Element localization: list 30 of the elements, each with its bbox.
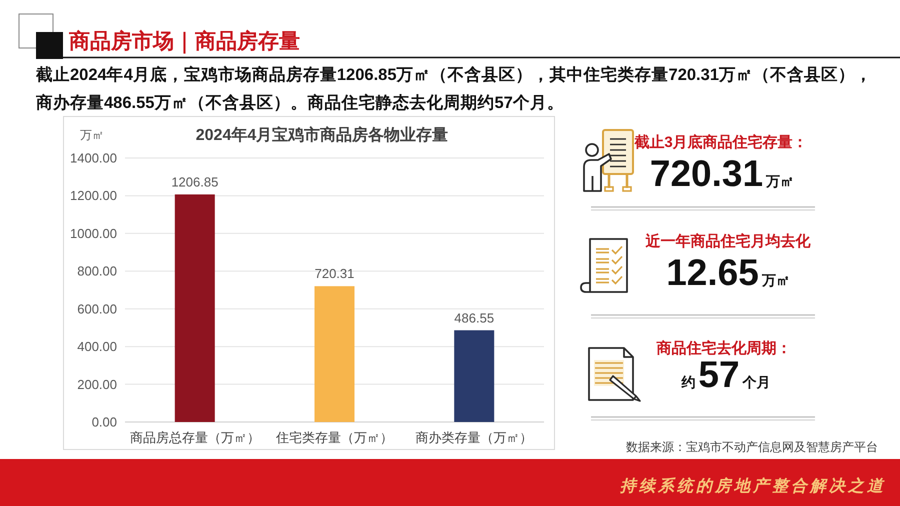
text: 57 — [698, 354, 740, 395]
text: 个月 — [742, 374, 771, 390]
source: 数据来源：宝鸡市不动产信息网及智慧房产平台 — [626, 440, 878, 454]
y-tick-label: 0.00 — [92, 414, 117, 430]
y-tick-label: 600.00 — [77, 301, 117, 316]
y-tick-label: 1200.00 — [70, 188, 117, 204]
data-label: 486.55 — [454, 310, 494, 326]
text: 万㎡ — [760, 272, 790, 288]
y-tick-label: 1400.00 — [70, 150, 117, 166]
chart-title: 2024年4月宝鸡市商品房各物业存量 — [196, 127, 448, 144]
text: 约 — [680, 374, 696, 390]
y-tick-label: 200.00 — [77, 376, 117, 392]
x-tick-label: 商办类存量（万㎡） — [416, 430, 533, 445]
text: 截止3月底商品住宅存量： — [633, 133, 808, 151]
data-label: 720.31 — [314, 266, 354, 282]
text: 商品住宅去化周期： — [656, 339, 792, 357]
data-label: 1206.85 — [171, 174, 218, 190]
y-tick-label: 400.00 — [77, 339, 117, 354]
text: 720.31 — [650, 153, 764, 194]
x-tick-label: 商品房总存量（万㎡） — [130, 430, 260, 445]
y-label: 万㎡ — [80, 128, 104, 142]
text: 12.65 — [666, 252, 759, 293]
page-title: 商品房市场｜商品房存量 — [69, 30, 300, 53]
y-tick-label: 800.00 — [77, 264, 117, 279]
x-tick-label: 住宅类存量（万㎡） — [275, 430, 393, 445]
slogan: 持续系统的房地产整合解决之道 — [620, 478, 886, 495]
page-subtitle: 截止2024年4月底，宝鸡市场商品房存量1206.85万㎡（不含县区），其中住宅类存量720.31万㎡（不含县区），商办存量486.55万㎡（不含县区）。商品住宅静态去化周期约57个月。 — [36, 64, 873, 114]
text: 万㎡ — [765, 173, 794, 189]
text: 近一年商品住宅月均去化 — [644, 232, 812, 250]
y-tick-label: 1000.00 — [70, 226, 117, 241]
